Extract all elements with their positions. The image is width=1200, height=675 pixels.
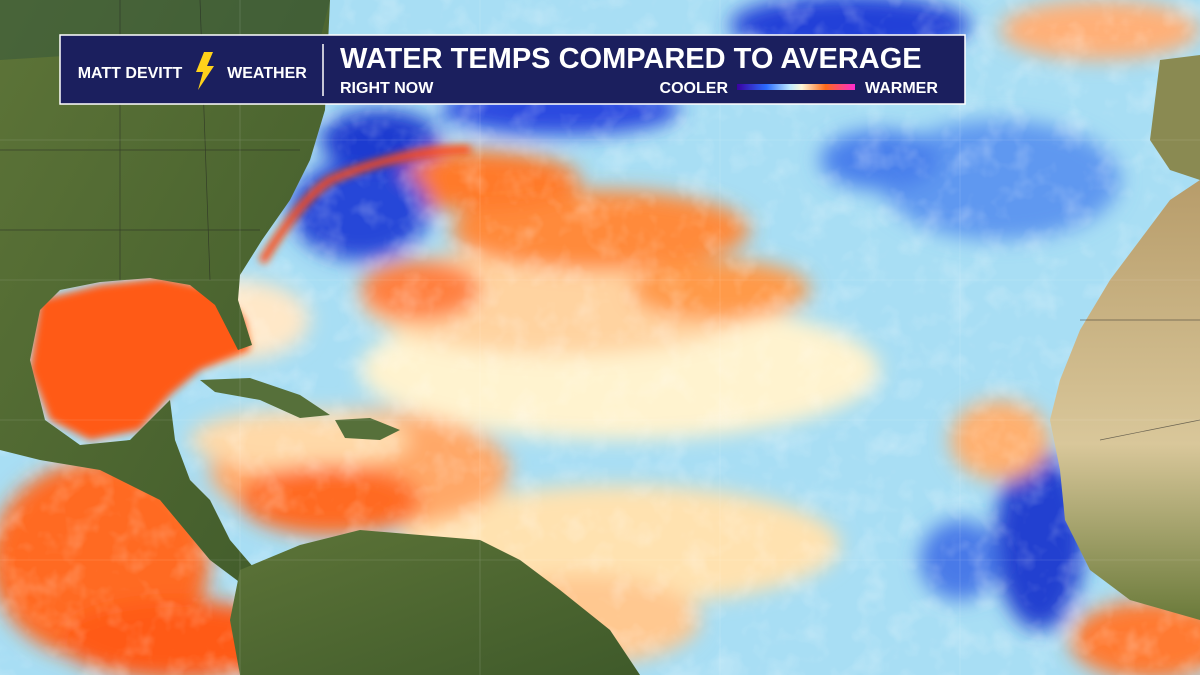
color-scale (737, 84, 855, 90)
legend-low: COOLER (660, 80, 729, 97)
title: WATER TEMPS COMPARED TO AVERAGE (340, 43, 922, 75)
gulf-warm (30, 278, 250, 440)
legend-high: WARMER (865, 80, 938, 97)
brand-name: MATT DEVITT (78, 65, 183, 82)
subtitle: RIGHT NOW (340, 80, 434, 97)
lightning-icon (196, 52, 214, 90)
brand-suffix: WEATHER (227, 65, 307, 82)
borders (0, 0, 1200, 441)
gulf-stream (258, 146, 471, 265)
header-banner: MATT DEVITT WEATHER WATER TEMPS COMPARED… (59, 34, 966, 105)
